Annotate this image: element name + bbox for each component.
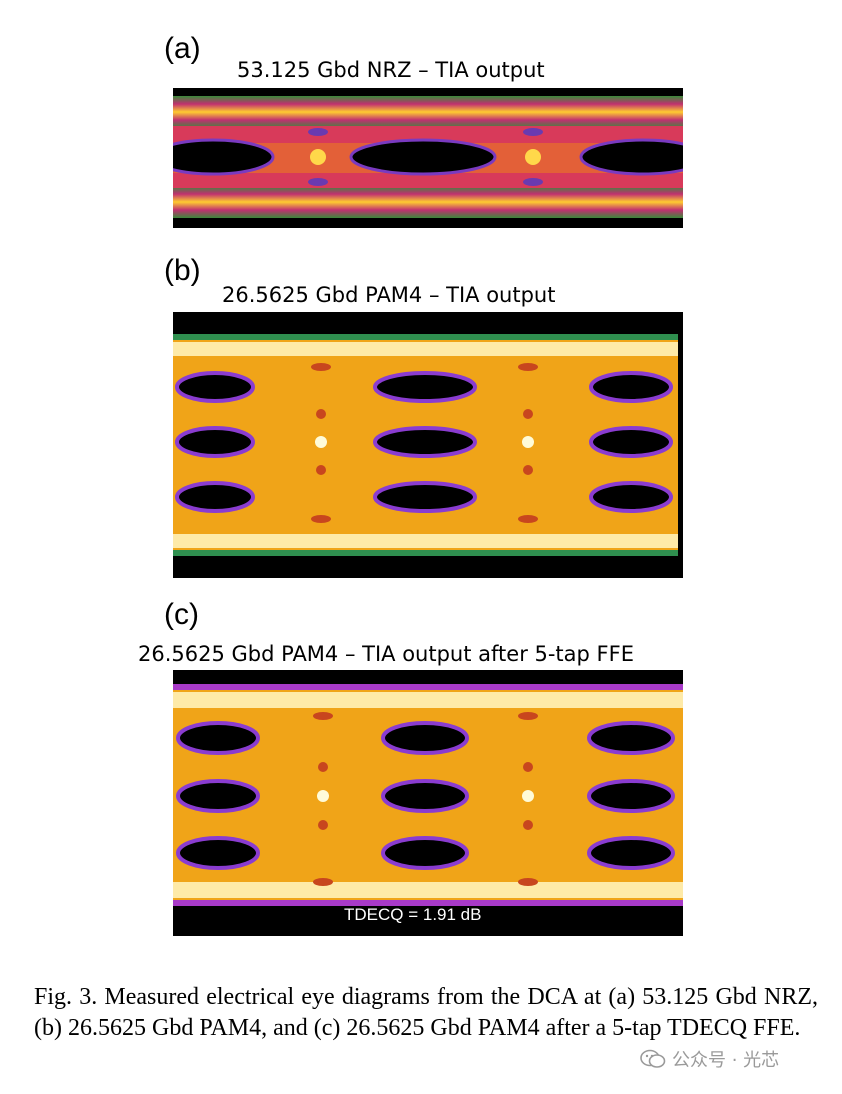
watermark: 公众号 · 光芯 — [640, 1046, 779, 1072]
eye-diagram-c-svg — [173, 670, 683, 936]
eye-diagram-b — [173, 312, 683, 578]
panel-c-label: (c) — [164, 598, 199, 631]
eye-diagram-a-svg — [173, 88, 683, 228]
eye-diagram-c: TDECQ = 1.91 dB — [173, 670, 683, 936]
wechat-icon — [640, 1049, 666, 1068]
eye-diagram-a — [173, 88, 683, 228]
panel-c-title: 26.5625 Gbd PAM4 – TIA output after 5-ta… — [138, 642, 634, 666]
tdecq-annotation: TDECQ = 1.91 dB — [344, 905, 482, 924]
pam4-eyes-c — [176, 721, 675, 870]
panel-b-label: (b) — [164, 254, 201, 287]
figure-caption: Fig. 3. Measured electrical eye diagrams… — [34, 984, 818, 1041]
pam4-eyes-b — [175, 371, 673, 513]
panel-a-label: (a) — [164, 32, 201, 65]
eye-diagram-b-svg — [173, 312, 683, 578]
panel-b-title: 26.5625 Gbd PAM4 – TIA output — [222, 283, 556, 307]
nrz-eyes — [173, 138, 683, 176]
panel-a-title: 53.125 Gbd NRZ – TIA output — [237, 58, 545, 82]
watermark-text: 公众号 · 光芯 — [672, 1050, 780, 1071]
